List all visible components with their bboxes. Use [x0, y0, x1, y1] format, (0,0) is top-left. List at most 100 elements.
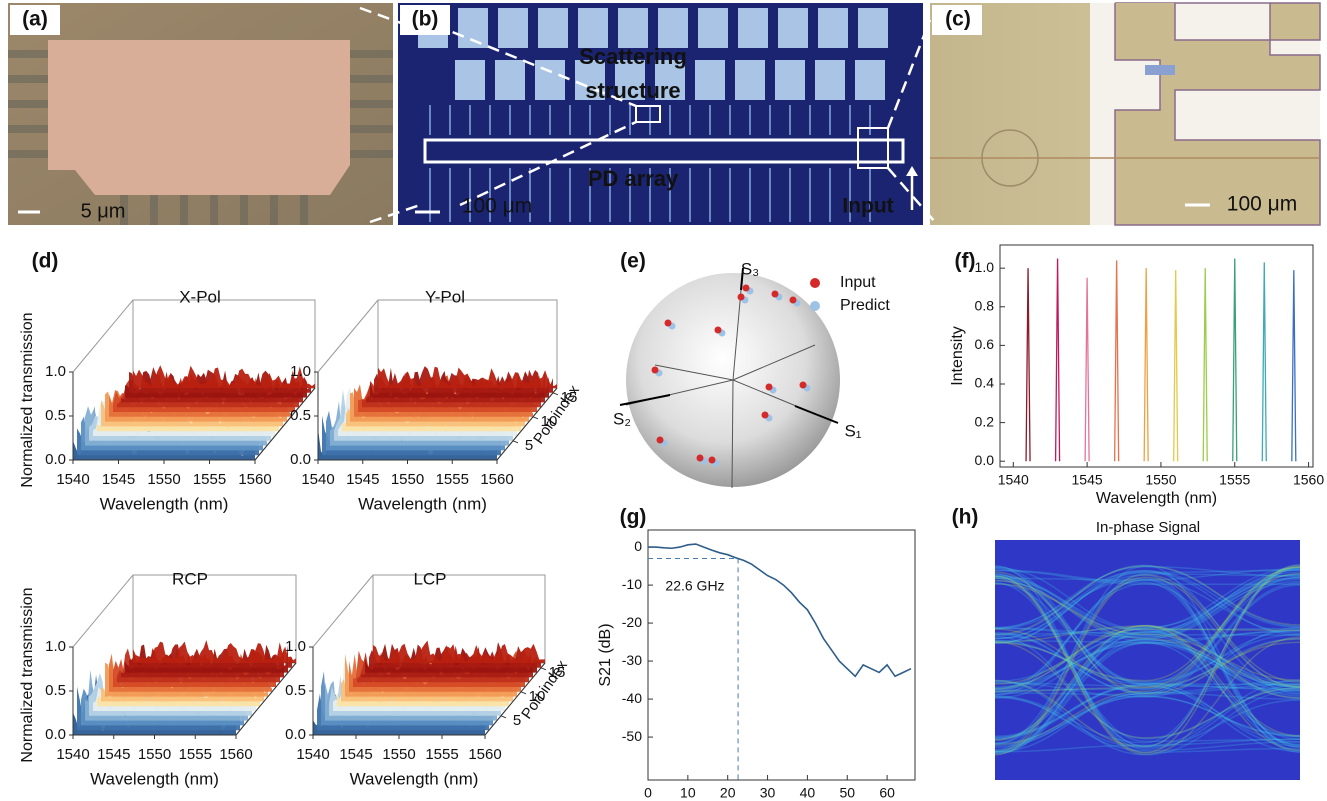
x-tick-label: 1540 — [56, 746, 89, 763]
y-tick-label: -10 — [622, 576, 642, 592]
y-axis-label: Normalized transmission — [19, 312, 36, 487]
y-tick-label: 1.0 — [45, 638, 66, 655]
x-tick-label: 1540 — [56, 471, 89, 488]
plot-title: Y-Pol — [425, 287, 465, 306]
x-tick-label: 1555 — [425, 746, 458, 763]
y-tick-label: 0.5 — [285, 682, 306, 699]
y-tick-label: 0.5 — [290, 407, 311, 424]
tick — [541, 668, 546, 670]
y-axis-label: Normalized transmission — [19, 587, 36, 762]
y-tick-label: 1.0 — [45, 363, 66, 380]
plot-title: RCP — [172, 569, 208, 588]
poincare-sphere — [620, 268, 840, 488]
axis-label: S₃ — [741, 259, 759, 278]
x-axis-label: Wavelength (nm) — [100, 494, 229, 513]
annotation: PD array — [588, 166, 679, 191]
y-axis-label: S21 (dB) — [597, 623, 614, 686]
tick — [553, 393, 558, 395]
y-tick-label: 0.6 — [975, 336, 995, 352]
x-tick-label: 1540 — [301, 471, 334, 488]
y-tick-label: 1.0 — [290, 363, 311, 380]
scale-bar-label: 5 μm — [81, 200, 126, 222]
x-tick-label: 60 — [879, 785, 895, 801]
plot-frame — [648, 530, 915, 780]
tick — [533, 417, 538, 419]
figure: (a)5 μm(b)ScatteringstructurePD array100… — [0, 0, 1327, 801]
photo-a — [8, 3, 393, 225]
axis-label: S₁ — [844, 421, 861, 440]
y-tick-label: 0.0 — [45, 726, 66, 743]
peak — [1026, 268, 1030, 461]
peak — [1115, 260, 1119, 461]
legend-marker — [810, 278, 820, 288]
y-tick-label: 1.0 — [975, 259, 995, 275]
y-tick-label: 0.0 — [285, 726, 306, 743]
plot-title: In-phase Signal — [1096, 519, 1200, 536]
x-tick-label: 1560 — [238, 471, 271, 488]
x-tick-label: 1550 — [382, 746, 415, 763]
y-tick-label: 0.8 — [975, 297, 995, 313]
x-axis-label: Wavelength (nm) — [358, 494, 487, 513]
panel-label: (g) — [620, 506, 647, 529]
annotation: structure — [585, 78, 680, 103]
x-tick-label: 0 — [644, 785, 652, 801]
y-axis-label: Intensity — [949, 326, 966, 386]
x-tick-label: 1545 — [346, 471, 379, 488]
x-tick-label: 20 — [720, 785, 736, 801]
tick — [501, 716, 506, 718]
tick — [513, 441, 518, 443]
x-tick-label: 1560 — [219, 746, 252, 763]
x-tick-label: 1560 — [480, 471, 513, 488]
panel-label: (b) — [412, 8, 439, 31]
x-tick-label: 50 — [839, 785, 855, 801]
x-tick-label: 1545 — [1072, 472, 1103, 488]
y-tick-label: -30 — [622, 652, 642, 668]
y-tick-label: 0.0 — [290, 451, 311, 468]
panel-label: (c) — [945, 8, 971, 31]
panel-label: (a) — [22, 8, 48, 31]
x-tick-label: 1540 — [296, 746, 329, 763]
panel-label: (d) — [32, 250, 59, 273]
annotation: 22.6 GHz — [665, 578, 724, 594]
panel-label: (f) — [955, 250, 976, 273]
y-tick-label: -40 — [622, 690, 642, 706]
x-tick-label: 10 — [680, 785, 696, 801]
y-tick-label: 0.2 — [975, 413, 995, 429]
x-tick-label: 40 — [800, 785, 816, 801]
y-tick-label: 0.4 — [975, 375, 995, 391]
x-tick-label: 1555 — [193, 471, 226, 488]
y-tick-label: 0.0 — [45, 451, 66, 468]
peak — [1292, 270, 1296, 461]
x-tick-label: 1545 — [102, 471, 135, 488]
x-tick-label: 1545 — [97, 746, 130, 763]
y-tick-label: 0.0 — [975, 452, 995, 468]
y-tick-label: -50 — [622, 728, 642, 744]
x-tick-label: 30 — [760, 785, 776, 801]
y-tick-label: 0 — [634, 538, 642, 554]
photo-b — [398, 3, 923, 225]
peak — [1174, 270, 1178, 461]
x-tick-label: 1540 — [998, 472, 1029, 488]
legend-label: Input — [840, 274, 876, 291]
x-tick-label: 1560 — [1293, 472, 1324, 488]
x-tick-label: 1555 — [1219, 472, 1250, 488]
peak — [1203, 268, 1207, 461]
peak — [1262, 262, 1266, 461]
x-tick-label: 1560 — [468, 746, 501, 763]
legend-label: Predict — [840, 297, 890, 314]
panel-label: (e) — [620, 250, 646, 273]
y-tick-label: 0.5 — [45, 682, 66, 699]
x-axis-label: Wavelength (nm) — [350, 769, 479, 788]
annotation: Input — [842, 195, 893, 218]
plot-title: LCP — [413, 569, 446, 588]
x-axis-label: Wavelength (nm) — [90, 769, 219, 788]
peak — [1085, 278, 1089, 461]
x-tick-label: 1550 — [391, 471, 424, 488]
panel-label: (h) — [952, 506, 979, 529]
x-tick-label: 1550 — [1145, 472, 1176, 488]
peak — [1233, 259, 1237, 462]
line — [648, 544, 911, 676]
legend-marker — [810, 301, 820, 311]
plot-title: X-Pol — [179, 287, 221, 306]
y-tick-label: 1.0 — [285, 638, 306, 655]
